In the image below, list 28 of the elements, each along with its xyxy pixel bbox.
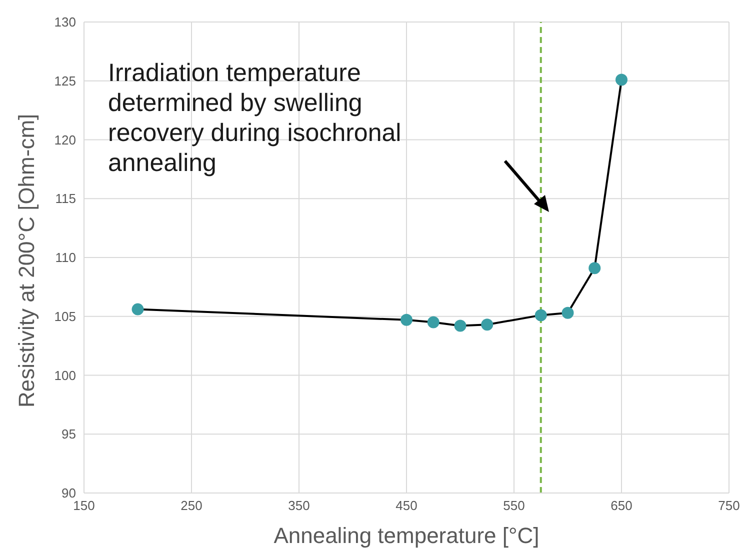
x-tick-label: 350 xyxy=(288,498,310,514)
y-tick-label: 120 xyxy=(54,132,76,148)
x-tick-label: 750 xyxy=(718,498,740,514)
point xyxy=(400,314,412,326)
y-tick-label: 115 xyxy=(55,191,76,206)
x-tick-label: 150 xyxy=(73,498,95,514)
y-tick-label: 100 xyxy=(54,368,76,383)
x-tick-label: 450 xyxy=(396,498,418,514)
annotation: Irradiation temperature determined by swelling recovery during isochronal annealing xyxy=(108,58,402,178)
y-tick-label: 105 xyxy=(54,308,76,324)
y-tick-label: 110 xyxy=(55,250,76,266)
x-tick-label: 650 xyxy=(610,498,632,514)
y-tick-label: 90 xyxy=(62,486,76,501)
y-tick-label: 95 xyxy=(62,426,76,442)
point xyxy=(481,318,494,331)
point xyxy=(132,303,144,316)
point xyxy=(534,309,547,322)
x-tick-label: 250 xyxy=(180,498,202,514)
y-tick-label: 130 xyxy=(54,14,76,30)
y-axis-title: Resistivity at 200°C [Ohm-cm] xyxy=(14,114,39,408)
point xyxy=(588,262,601,274)
point xyxy=(562,306,574,319)
y-tick-label: 125 xyxy=(54,73,76,88)
point xyxy=(616,74,628,86)
x-tick-label: 550 xyxy=(503,498,525,514)
point xyxy=(427,316,440,328)
point xyxy=(454,320,466,332)
x-axis-title: Annealing temperature [°C] xyxy=(274,523,540,548)
